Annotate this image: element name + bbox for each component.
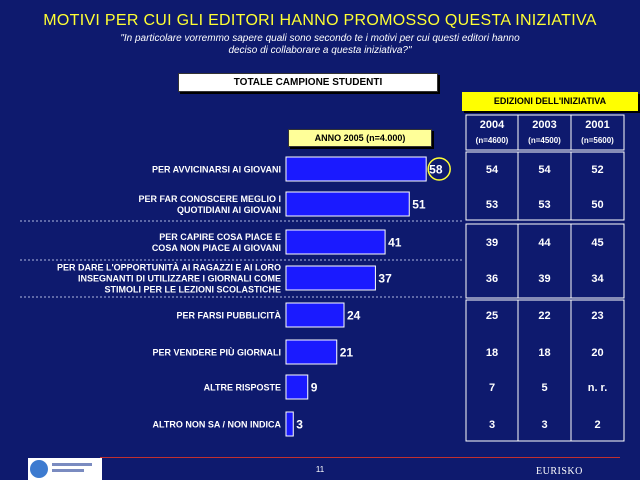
table-value: 20 — [591, 347, 603, 359]
bar-value-label: 24 — [347, 309, 361, 323]
table-cell-block — [570, 223, 625, 299]
bar-value-label: 58 — [429, 163, 443, 177]
category-label: PER DARE L'OPPORTUNITÀ AI RAGAZZI E AI L… — [57, 263, 281, 273]
table-cell-block — [570, 299, 625, 442]
bar — [285, 339, 338, 365]
bar-value-label: 9 — [311, 381, 318, 395]
logo-line — [52, 463, 92, 466]
table-value: 3 — [489, 419, 495, 431]
table-value: 53 — [538, 199, 550, 211]
category-label: PER CAPIRE COSA PIACE E — [159, 232, 281, 242]
bar — [285, 156, 427, 182]
page-number: 11 — [315, 465, 325, 474]
footer-divider — [100, 457, 620, 458]
table-value: 39 — [486, 237, 498, 249]
table-value: 23 — [591, 310, 603, 322]
category-label: PER FARSI PUBBLICITÀ — [176, 311, 281, 321]
bar-value-label: 3 — [296, 418, 303, 432]
table-value: 54 — [486, 164, 499, 176]
table-value: 39 — [538, 273, 550, 285]
publisher-logo — [28, 458, 102, 480]
question-subtitle: "In particolare vorremmo sapere quali so… — [120, 33, 520, 56]
table-value: 3 — [541, 419, 547, 431]
table-value: 18 — [486, 347, 498, 359]
bar-value-label: 21 — [340, 346, 354, 360]
table-sample-size: (n=4600) — [476, 136, 509, 145]
table-cell-block — [570, 151, 625, 221]
table-sample-size: (n=4500) — [528, 136, 561, 145]
bar — [285, 265, 376, 291]
bar — [285, 229, 386, 255]
table-value: 22 — [538, 310, 550, 322]
table-sample-size: (n=5600) — [581, 136, 614, 145]
table-year: 2001 — [585, 119, 609, 131]
bar — [285, 411, 294, 437]
table-value: 53 — [486, 199, 498, 211]
category-label: PER AVVICINARSI AI GIOVANI — [152, 165, 281, 175]
category-label: ALTRO NON SA / NON INDICA — [153, 420, 282, 430]
table-value: 34 — [591, 273, 604, 285]
category-label: PER FAR CONOSCERE MEGLIO I — [138, 194, 281, 204]
bar-value-label: 37 — [378, 272, 392, 286]
category-label: QUOTIDIANI AI GIOVANI — [177, 205, 281, 215]
table-year: 2003 — [532, 119, 556, 131]
table-value: 54 — [538, 164, 551, 176]
brand-logo: EURISKO — [536, 466, 583, 477]
category-label: ALTRE RISPOSTE — [204, 383, 281, 393]
category-label: COSA NON PIACE AI GIOVANI — [152, 243, 281, 253]
bar — [285, 302, 345, 328]
editions-label: EDIZIONI DELL'INIZIATIVA — [462, 92, 638, 111]
table-value: n. r. — [588, 382, 608, 394]
page-title: MOTIVI PER CUI GLI EDITORI HANNO PROMOSS… — [43, 12, 597, 29]
bar-value-label: 41 — [388, 236, 402, 250]
table-value: 2 — [594, 419, 600, 431]
year-label: ANNO 2005 (n=4.000) — [288, 129, 432, 147]
table-value: 5 — [541, 382, 547, 394]
logo-line — [52, 469, 84, 472]
table-value: 45 — [591, 237, 603, 249]
bar — [285, 374, 309, 400]
category-label: INSEGNANTI DI UTILIZZARE I GIORNALI COME — [78, 274, 281, 284]
category-label: PER VENDERE PIÙ GIORNALI — [152, 347, 281, 358]
table-cell-block — [465, 223, 519, 299]
bar — [285, 191, 410, 217]
table-value: 44 — [538, 237, 551, 249]
table-header-cell — [570, 114, 625, 151]
logo-swirl-icon — [30, 460, 48, 478]
table-value: 18 — [538, 347, 550, 359]
table-value: 52 — [591, 164, 603, 176]
bar-value-label: 51 — [412, 198, 426, 212]
sample-label: TOTALE CAMPIONE STUDENTI — [178, 73, 438, 92]
table-value: 25 — [486, 310, 498, 322]
highlight-circle — [427, 157, 451, 181]
table-year: 2004 — [480, 119, 505, 131]
table-value: 50 — [591, 199, 603, 211]
category-label: STIMOLI PER LE LEZIONI SCOLASTICHE — [104, 285, 281, 295]
table-value: 7 — [489, 382, 495, 394]
table-cell-block — [517, 223, 572, 299]
table-value: 36 — [486, 273, 498, 285]
